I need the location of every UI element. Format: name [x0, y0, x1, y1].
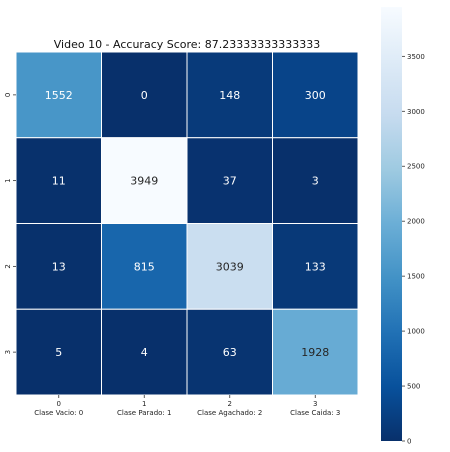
x-tick-label: Clase Vacio: 0: [34, 409, 83, 417]
heatmap-cell: [101, 308, 188, 396]
x-tick-label: Clase Agachado: 2: [197, 409, 262, 417]
x-tick-label: Clase Caida: 3: [290, 409, 340, 417]
cell-value-label: 11: [52, 175, 66, 188]
heatmap-cell: [15, 137, 102, 224]
x-tick-number: 2: [228, 400, 232, 408]
cell-value-label: 0: [141, 89, 148, 102]
heatmap-cell: [101, 51, 188, 139]
x-tick-label: Clase Parado: 1: [117, 409, 171, 417]
y-tick-label: 2: [4, 264, 12, 268]
colorbar-tick-label: 0: [407, 438, 411, 446]
cell-value-label: 148: [219, 89, 240, 102]
x-tick-number: 1: [142, 400, 146, 408]
colorbar-tick-label: 2500: [407, 163, 425, 171]
cell-value-label: 63: [223, 346, 237, 359]
cell-value-label: 1928: [301, 346, 329, 359]
cell-value-label: 815: [134, 260, 155, 273]
cell-value-label: 3: [312, 175, 319, 188]
cell-value-label: 3039: [216, 260, 244, 273]
cell-value-label: 300: [305, 89, 326, 102]
y-tick-label: 3: [4, 350, 12, 354]
cell-value-label: 5: [55, 346, 62, 359]
y-tick-label: 1: [4, 178, 12, 182]
colorbar-tick-label: 1000: [407, 328, 425, 336]
cell-value-label: 13: [52, 260, 66, 273]
cell-value-label: 3949: [130, 175, 158, 188]
cell-value-label: 133: [305, 260, 326, 273]
colorbar-tick-label: 3000: [407, 108, 425, 116]
heatmap-cell: [186, 51, 273, 139]
heatmap-cell: [101, 223, 188, 310]
heatmap-cell: [272, 308, 359, 396]
y-tick-label: 0: [4, 93, 12, 97]
heatmap-cell: [101, 137, 188, 224]
colorbar: 0 500 1000 1500 2000 2500 3000 3500: [381, 7, 425, 446]
heatmap-cell: [15, 51, 102, 139]
heatmap-cell: [15, 308, 102, 396]
colorbar-tick-label: 2000: [407, 218, 425, 226]
x-tick-number: 0: [57, 400, 61, 408]
y-axis-ticks: 0 1 2 3: [4, 93, 16, 354]
heatmap-cells: 1552 0 148 300 11 3949 37 3 13 815 3039 133 5 4 63 1928: [15, 51, 359, 396]
x-tick-number: 3: [313, 400, 317, 408]
cell-value-label: 4: [141, 346, 148, 359]
cell-value-label: 37: [223, 175, 237, 188]
colorbar-tick-label: 3500: [407, 53, 425, 61]
cell-value-label: 1552: [45, 89, 73, 102]
heatmap-cell: [272, 223, 359, 310]
colorbar-gradient: [381, 7, 402, 441]
colorbar-tick-label: 500: [407, 383, 420, 391]
heatmap-cell: [272, 137, 359, 224]
chart-title: Video 10 - Accuracy Score: 87.2333333333…: [54, 38, 320, 51]
colorbar-tick-label: 1500: [407, 273, 425, 281]
heatmap-cell: [272, 51, 359, 139]
